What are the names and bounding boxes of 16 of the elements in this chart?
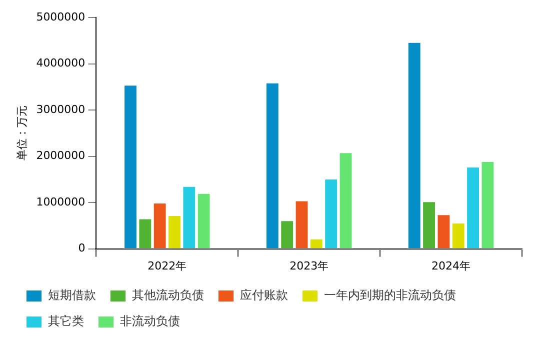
y-tick-label: 1000000 xyxy=(36,195,86,208)
legend-label: 非流动负债 xyxy=(120,314,180,328)
legend-label: 其他流动负债 xyxy=(132,288,204,302)
x-tick-label: 2022年 xyxy=(148,259,187,272)
y-axis-title: 单位：万元 xyxy=(15,106,28,161)
y-tick-label: 4000000 xyxy=(36,56,86,70)
legend-label: 其它类 xyxy=(48,314,84,328)
y-tick-label: 3000000 xyxy=(36,102,86,116)
y-tick-label: 2000000 xyxy=(36,149,86,162)
y-tick-label: 0 xyxy=(78,242,86,255)
legend-label: 短期借款 xyxy=(48,288,96,302)
legend-label: 一年内到期的非流动负债 xyxy=(324,288,456,302)
y-tick-label: 5000000 xyxy=(36,10,86,24)
x-tick-label: 2023年 xyxy=(290,259,329,272)
legend-label: 应付账款 xyxy=(240,288,288,302)
x-tick-label: 2024年 xyxy=(432,259,471,272)
